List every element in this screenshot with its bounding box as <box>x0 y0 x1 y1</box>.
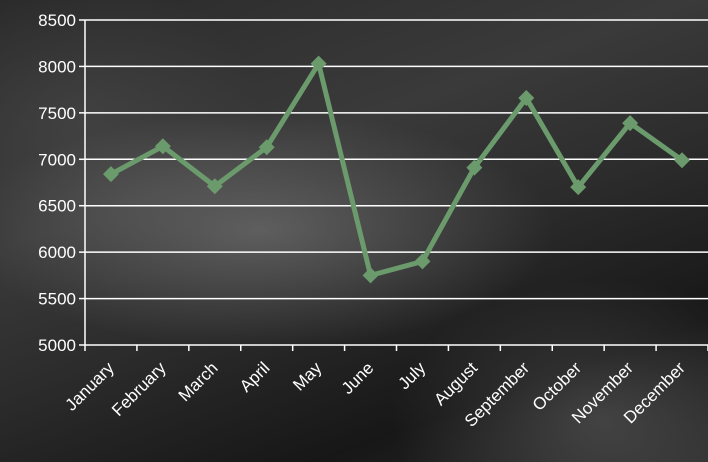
y-tick-label: 6500 <box>38 197 76 216</box>
data-point-september <box>518 90 535 106</box>
y-tick-label: 8000 <box>38 57 76 76</box>
y-tick-label: 5500 <box>38 290 76 309</box>
data-point-july <box>414 253 431 270</box>
axes <box>79 19 708 351</box>
data-point-june <box>362 267 379 284</box>
data-point-december <box>674 152 691 169</box>
data-point-february <box>154 138 171 155</box>
x-tick-label-april: April <box>236 358 273 395</box>
x-tick-label-march: March <box>175 358 222 405</box>
x-tick-label-august: August <box>430 358 481 409</box>
y-tick-label: 5000 <box>38 336 76 355</box>
data-point-march <box>206 178 223 195</box>
x-tick-label-june: June <box>338 358 378 398</box>
y-tick-label: 7000 <box>38 150 76 169</box>
series-line <box>108 61 685 278</box>
data-point-january <box>102 166 119 183</box>
data-point-august <box>466 159 483 176</box>
y-tick-label: 8500 <box>38 11 76 30</box>
x-tick-label-february: February <box>108 358 170 420</box>
data-point-november <box>622 115 639 132</box>
x-tick-label-july: July <box>394 358 429 393</box>
grid-lines <box>85 19 708 346</box>
series-group <box>102 55 691 284</box>
y-axis-tick-labels: 5000 5500 6000 6500 7000 7500 8000 8500 <box>38 11 76 355</box>
y-tick-label: 6000 <box>38 243 76 262</box>
data-point-may <box>310 55 327 72</box>
x-tick-label-may: May <box>289 358 325 394</box>
y-tick-label: 7500 <box>38 104 76 123</box>
data-point-october <box>570 179 587 196</box>
data-point-april <box>258 139 275 156</box>
